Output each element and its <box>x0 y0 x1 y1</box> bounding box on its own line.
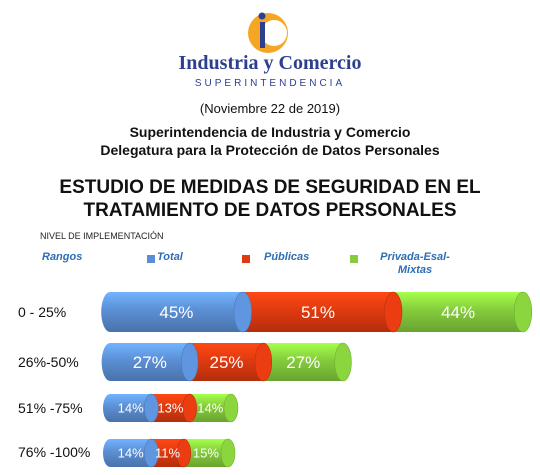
bar-value-label: 27% <box>133 353 167 372</box>
category-label: 51% -75% <box>18 400 83 416</box>
category-label: 76% -100% <box>18 444 91 460</box>
bar-value-label: 11% <box>155 446 180 461</box>
bar-segment-cap <box>254 342 273 382</box>
bar-segment-total <box>110 292 243 332</box>
bar-segment-cap <box>144 393 159 423</box>
bar-segment-privada <box>393 292 523 332</box>
bar-value-label: 51% <box>301 303 335 322</box>
report-date: (Noviembre 22 de 2019) <box>199 101 341 116</box>
logo-emblem-inner <box>261 20 287 46</box>
logo-emblem-dot <box>258 12 266 20</box>
bar-segment-total <box>110 343 190 381</box>
bar-value-label: 14% <box>118 401 144 416</box>
legend-label-privada-line-1: Privada-Esal- <box>380 251 450 263</box>
bar-value-label: 25% <box>210 353 244 372</box>
bar-value-label: 14% <box>118 446 144 461</box>
legend-label-privada-line-2: Mixtas <box>397 264 433 276</box>
bar-segment-cap <box>223 393 239 423</box>
bar-value-label: 13% <box>157 401 183 416</box>
bar-segment-cap <box>334 342 352 382</box>
legend-swatch-privada <box>350 255 358 263</box>
bar-value-label: 27% <box>286 353 320 372</box>
sic-logo: Industria y Comercio SUPERINTENDENCIA <box>179 12 362 89</box>
category-label: 0 - 25% <box>18 304 67 320</box>
bar-segment-privada <box>183 439 228 467</box>
org-line-2: Delegatura para la Protección de Datos P… <box>100 142 440 158</box>
logo-text-sub: SUPERINTENDENCIA <box>195 78 345 89</box>
bar-value-label: 44% <box>441 303 475 322</box>
chart-title-line-2: TRATAMIENTO DE DATOS PERSONALES <box>83 200 457 221</box>
category-label: 26%-50% <box>18 354 79 370</box>
bar-segment-privada <box>263 343 344 381</box>
bar-segment-cap <box>233 291 252 333</box>
chart-title-line-1: ESTUDIO DE MEDIDAS DE SEGURIDAD EN EL <box>59 177 481 198</box>
bar-segment-publicas <box>189 343 264 381</box>
bar-segment-cap <box>180 342 199 382</box>
bar-segment-cap <box>513 291 533 333</box>
bar-segment-cap <box>182 393 197 423</box>
legend-swatch-publicas <box>242 255 250 263</box>
bar-value-label: 15% <box>193 446 219 461</box>
legend-label-total: Total <box>157 251 183 263</box>
bar-segment-cap <box>220 438 236 468</box>
chart-subtitle: NIVEL DE IMPLEMENTACIÓN <box>40 231 164 241</box>
bar-segment-cap <box>144 438 159 468</box>
org-line-1: Superintendencia de Industria y Comercio <box>129 124 411 140</box>
bar-segment-publicas <box>242 292 394 332</box>
logo-text-main: Industria y Comercio <box>179 52 362 74</box>
bar-segment-cap <box>176 438 192 468</box>
bar-segment-cap <box>384 291 403 333</box>
legend-swatch-total <box>147 255 155 263</box>
legend-rangos-header: Rangos <box>42 251 83 263</box>
bar-value-label: 14% <box>197 401 223 416</box>
logo-emblem-bar <box>260 22 265 48</box>
legend-label-publicas: Públicas <box>264 251 310 263</box>
legend-label-privada: Privada-Esal- Mixtas <box>370 251 460 277</box>
bar-value-label: 45% <box>159 303 193 322</box>
